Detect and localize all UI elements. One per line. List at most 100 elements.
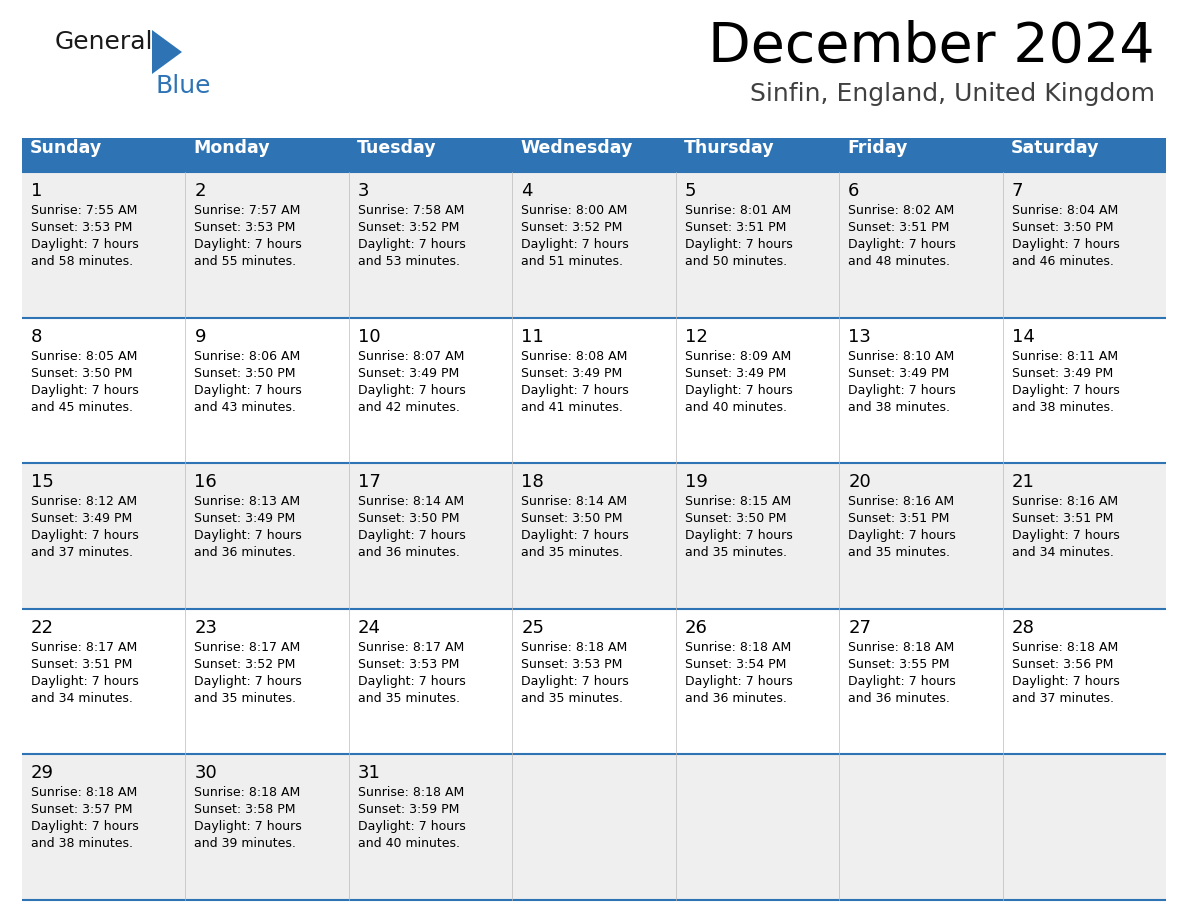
Text: and 38 minutes.: and 38 minutes. — [31, 837, 133, 850]
Text: Sunrise: 8:18 AM: Sunrise: 8:18 AM — [195, 787, 301, 800]
Text: 9: 9 — [195, 328, 206, 345]
Text: and 39 minutes.: and 39 minutes. — [195, 837, 296, 850]
Text: Sunrise: 8:16 AM: Sunrise: 8:16 AM — [848, 495, 954, 509]
Text: Sunset: 3:51 PM: Sunset: 3:51 PM — [848, 512, 949, 525]
Text: 28: 28 — [1011, 619, 1035, 637]
Text: Daylight: 7 hours: Daylight: 7 hours — [848, 529, 956, 543]
Text: Sunrise: 8:17 AM: Sunrise: 8:17 AM — [31, 641, 138, 654]
Text: Sunrise: 8:08 AM: Sunrise: 8:08 AM — [522, 350, 627, 363]
Text: Sunrise: 8:18 AM: Sunrise: 8:18 AM — [1011, 641, 1118, 654]
Text: 17: 17 — [358, 473, 380, 491]
Text: 7: 7 — [1011, 182, 1023, 200]
Bar — [23, 138, 185, 172]
Text: Daylight: 7 hours: Daylight: 7 hours — [684, 384, 792, 397]
Text: Sunrise: 8:00 AM: Sunrise: 8:00 AM — [522, 204, 627, 217]
Text: Sunset: 3:52 PM: Sunset: 3:52 PM — [195, 658, 296, 671]
Text: Sunset: 3:54 PM: Sunset: 3:54 PM — [684, 658, 786, 671]
Text: Daylight: 7 hours: Daylight: 7 hours — [195, 529, 302, 543]
Text: Daylight: 7 hours: Daylight: 7 hours — [848, 384, 956, 397]
Text: 22: 22 — [31, 619, 53, 637]
Text: Sunset: 3:49 PM: Sunset: 3:49 PM — [31, 512, 132, 525]
Text: Sunrise: 8:01 AM: Sunrise: 8:01 AM — [684, 204, 791, 217]
Text: 5: 5 — [684, 182, 696, 200]
Text: Daylight: 7 hours: Daylight: 7 hours — [31, 821, 139, 834]
Text: Daylight: 7 hours: Daylight: 7 hours — [522, 529, 628, 543]
Text: Daylight: 7 hours: Daylight: 7 hours — [195, 238, 302, 251]
Text: Saturday: Saturday — [1011, 139, 1099, 157]
Text: and 50 minutes.: and 50 minutes. — [684, 255, 786, 268]
Text: Daylight: 7 hours: Daylight: 7 hours — [195, 384, 302, 397]
Text: and 42 minutes.: and 42 minutes. — [358, 400, 460, 414]
Text: Sunset: 3:50 PM: Sunset: 3:50 PM — [522, 512, 623, 525]
Bar — [676, 138, 839, 172]
Text: 24: 24 — [358, 619, 381, 637]
Text: Sunset: 3:50 PM: Sunset: 3:50 PM — [684, 512, 786, 525]
Text: Sunset: 3:56 PM: Sunset: 3:56 PM — [1011, 658, 1113, 671]
Text: Daylight: 7 hours: Daylight: 7 hours — [1011, 529, 1119, 543]
Text: Sunrise: 8:18 AM: Sunrise: 8:18 AM — [848, 641, 954, 654]
Text: 31: 31 — [358, 765, 380, 782]
Text: and 35 minutes.: and 35 minutes. — [522, 692, 624, 705]
Text: General: General — [55, 30, 153, 54]
Text: and 35 minutes.: and 35 minutes. — [195, 692, 297, 705]
Text: Sunrise: 8:04 AM: Sunrise: 8:04 AM — [1011, 204, 1118, 217]
Text: Sunset: 3:55 PM: Sunset: 3:55 PM — [848, 658, 949, 671]
Text: Sunday: Sunday — [30, 139, 102, 157]
Text: and 51 minutes.: and 51 minutes. — [522, 255, 624, 268]
Text: Daylight: 7 hours: Daylight: 7 hours — [195, 675, 302, 688]
Text: Sunset: 3:52 PM: Sunset: 3:52 PM — [522, 221, 623, 234]
Text: and 38 minutes.: and 38 minutes. — [848, 400, 950, 414]
Bar — [1003, 138, 1165, 172]
Text: and 36 minutes.: and 36 minutes. — [358, 546, 460, 559]
Text: and 36 minutes.: and 36 minutes. — [195, 546, 296, 559]
Bar — [23, 609, 1165, 755]
Text: Sunset: 3:57 PM: Sunset: 3:57 PM — [31, 803, 133, 816]
Text: Daylight: 7 hours: Daylight: 7 hours — [522, 675, 628, 688]
Text: Sunset: 3:50 PM: Sunset: 3:50 PM — [195, 366, 296, 380]
Text: Daylight: 7 hours: Daylight: 7 hours — [195, 821, 302, 834]
Text: Sunset: 3:58 PM: Sunset: 3:58 PM — [195, 803, 296, 816]
Text: Sunrise: 8:18 AM: Sunrise: 8:18 AM — [31, 787, 138, 800]
Text: 27: 27 — [848, 619, 871, 637]
Text: 15: 15 — [31, 473, 53, 491]
Text: 14: 14 — [1011, 328, 1035, 345]
Text: Daylight: 7 hours: Daylight: 7 hours — [31, 675, 139, 688]
Text: Daylight: 7 hours: Daylight: 7 hours — [684, 529, 792, 543]
Text: Sunrise: 8:18 AM: Sunrise: 8:18 AM — [684, 641, 791, 654]
Text: and 35 minutes.: and 35 minutes. — [848, 546, 950, 559]
Text: Sunset: 3:50 PM: Sunset: 3:50 PM — [358, 512, 460, 525]
Text: 21: 21 — [1011, 473, 1035, 491]
Text: Friday: Friday — [847, 139, 908, 157]
Text: Sunrise: 8:15 AM: Sunrise: 8:15 AM — [684, 495, 791, 509]
Text: 2: 2 — [195, 182, 206, 200]
Text: and 48 minutes.: and 48 minutes. — [848, 255, 950, 268]
Text: 1: 1 — [31, 182, 43, 200]
Text: and 55 minutes.: and 55 minutes. — [195, 255, 297, 268]
Text: and 45 minutes.: and 45 minutes. — [31, 400, 133, 414]
Text: Sunset: 3:51 PM: Sunset: 3:51 PM — [1011, 512, 1113, 525]
Text: Daylight: 7 hours: Daylight: 7 hours — [31, 238, 139, 251]
Text: Daylight: 7 hours: Daylight: 7 hours — [358, 529, 466, 543]
Text: and 40 minutes.: and 40 minutes. — [358, 837, 460, 850]
Text: Sunset: 3:49 PM: Sunset: 3:49 PM — [522, 366, 623, 380]
Bar — [349, 138, 512, 172]
Text: Sunset: 3:49 PM: Sunset: 3:49 PM — [195, 512, 296, 525]
Text: Daylight: 7 hours: Daylight: 7 hours — [31, 529, 139, 543]
Bar — [185, 138, 349, 172]
Text: Daylight: 7 hours: Daylight: 7 hours — [522, 384, 628, 397]
Text: Sunset: 3:49 PM: Sunset: 3:49 PM — [358, 366, 459, 380]
Text: Sunrise: 8:17 AM: Sunrise: 8:17 AM — [195, 641, 301, 654]
Text: and 46 minutes.: and 46 minutes. — [1011, 255, 1113, 268]
Text: and 38 minutes.: and 38 minutes. — [1011, 400, 1113, 414]
Text: Sunset: 3:59 PM: Sunset: 3:59 PM — [358, 803, 460, 816]
Text: Sunrise: 7:55 AM: Sunrise: 7:55 AM — [31, 204, 138, 217]
Text: and 37 minutes.: and 37 minutes. — [1011, 692, 1113, 705]
Text: Daylight: 7 hours: Daylight: 7 hours — [358, 384, 466, 397]
Text: Sunrise: 7:58 AM: Sunrise: 7:58 AM — [358, 204, 465, 217]
Bar — [23, 318, 1165, 464]
Text: 18: 18 — [522, 473, 544, 491]
Text: Tuesday: Tuesday — [356, 139, 436, 157]
Text: 10: 10 — [358, 328, 380, 345]
Text: and 35 minutes.: and 35 minutes. — [358, 692, 460, 705]
Text: 30: 30 — [195, 765, 217, 782]
